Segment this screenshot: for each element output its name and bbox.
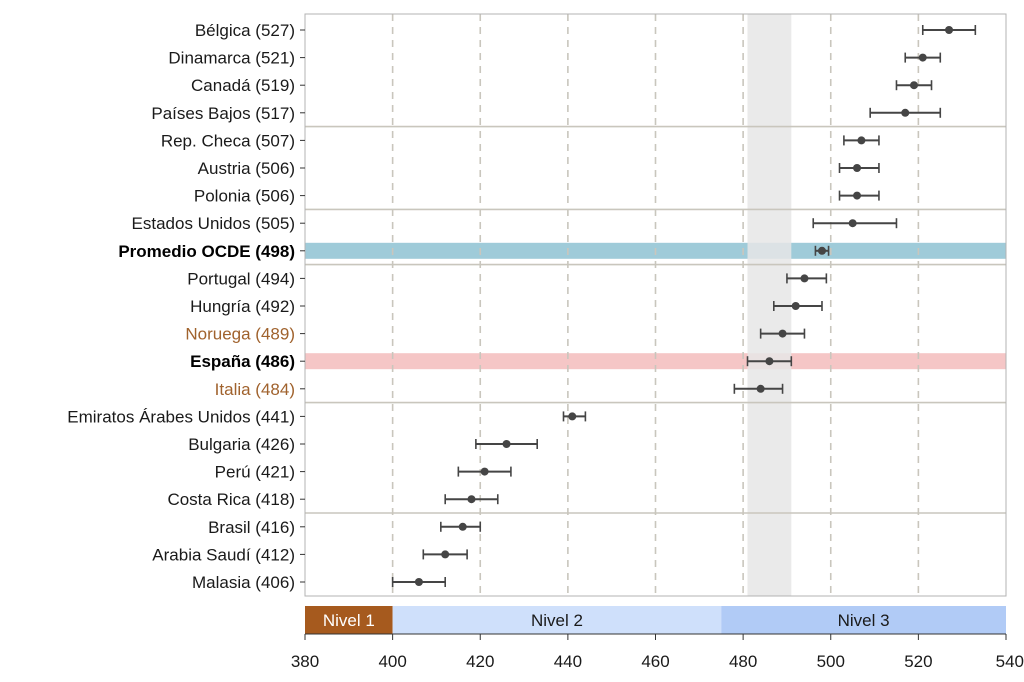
- data-point: [800, 274, 809, 283]
- data-point: [756, 384, 765, 393]
- data-point: [909, 81, 918, 90]
- data-row: [391, 577, 447, 587]
- level-band: [305, 606, 393, 634]
- data-row: [869, 107, 942, 118]
- row-label: Dinamarca (521): [168, 49, 295, 68]
- data-row: [746, 356, 793, 367]
- data-row: [759, 328, 806, 339]
- data-row: [422, 549, 468, 560]
- data-point: [853, 164, 862, 172]
- row-label: Hungría (492): [190, 297, 295, 316]
- data-row: [812, 218, 898, 229]
- group-separators: [305, 125, 1006, 514]
- x-tick-label: 400: [378, 652, 406, 671]
- data-row: [440, 521, 482, 532]
- row-label: Canadá (519): [191, 76, 295, 95]
- row-label: Países Bajos (517): [151, 104, 295, 123]
- row-label: España (486): [190, 352, 295, 371]
- data-row: [457, 466, 512, 477]
- data-row: [814, 245, 830, 256]
- data-point: [502, 440, 511, 448]
- data-point: [901, 108, 910, 117]
- plot-frame: [304, 13, 1007, 597]
- data-row: [895, 80, 933, 91]
- level-band: [721, 606, 1006, 634]
- data-point: [778, 329, 787, 338]
- data-row: [838, 190, 880, 201]
- row-label: Malasia (406): [192, 573, 295, 592]
- x-tick-label: 460: [641, 652, 669, 671]
- data-point: [853, 191, 862, 200]
- row-label: Bélgica (527): [195, 21, 295, 40]
- x-tick-label: 500: [817, 652, 845, 671]
- x-tick-label: 480: [729, 652, 757, 671]
- row-label: Promedio OCDE (498): [118, 242, 295, 261]
- row-label: Austria (506): [198, 159, 295, 178]
- data-row: [843, 135, 880, 146]
- data-point: [945, 26, 954, 34]
- x-axis: 380 400 420 440 460 480 500 520 540: [291, 633, 1024, 671]
- data-point: [791, 302, 800, 310]
- data-point: [568, 412, 577, 421]
- data-point: [765, 357, 774, 366]
- data-point: [817, 246, 826, 255]
- row-label: Estados Unidos (505): [132, 214, 295, 233]
- data-row: [786, 273, 828, 284]
- data-row: [475, 439, 539, 449]
- data-row: [838, 163, 880, 173]
- data-row: [921, 25, 977, 35]
- row-label: Portugal (494): [187, 269, 295, 288]
- data-point: [857, 136, 866, 145]
- row-label: Brasil (416): [208, 518, 295, 537]
- x-tick-label: 540: [996, 652, 1024, 671]
- data-point: [480, 467, 489, 476]
- data-point: [458, 522, 467, 531]
- row-label: Rep. Checa (507): [161, 131, 295, 150]
- row-labels: Bélgica (527) Dinamarca (521) Canadá (519)…: [67, 21, 305, 592]
- data-point: [467, 495, 476, 504]
- row-label: Polonia (506): [194, 187, 295, 206]
- data-row: [733, 383, 784, 394]
- data-row: [904, 52, 942, 63]
- x-tick-label: 380: [291, 652, 319, 671]
- x-tick-label: 420: [466, 652, 494, 671]
- grid-lines: [391, 14, 920, 596]
- data-point: [848, 219, 857, 228]
- data-point: [918, 53, 927, 62]
- level-band-label: Nivel 2: [531, 611, 583, 630]
- row-label: Perú (421): [215, 463, 295, 482]
- row-label: Emiratos Árabes Unidos (441): [67, 407, 295, 426]
- x-tick-label: 440: [554, 652, 582, 671]
- level-band-label: Nivel 1: [323, 611, 375, 630]
- x-tick-label: 520: [904, 652, 932, 671]
- data-row: [772, 301, 823, 311]
- row-label: Italia (484): [215, 380, 295, 399]
- data-points: [391, 25, 977, 587]
- row-label: Arabia Saudí (412): [152, 545, 295, 564]
- data-point: [441, 550, 450, 559]
- row-label: Noruega (489): [185, 325, 295, 344]
- row-label: Bulgaria (426): [188, 435, 295, 454]
- level-band-label: Nivel 3: [838, 611, 890, 630]
- level-band: [392, 606, 722, 634]
- data-row: [444, 494, 499, 505]
- data-point: [414, 578, 423, 586]
- data-row: [562, 411, 587, 422]
- level-bands: Nivel 1 Nivel 2 Nivel 3: [305, 606, 1006, 634]
- row-label: Costa Rica (418): [167, 490, 295, 509]
